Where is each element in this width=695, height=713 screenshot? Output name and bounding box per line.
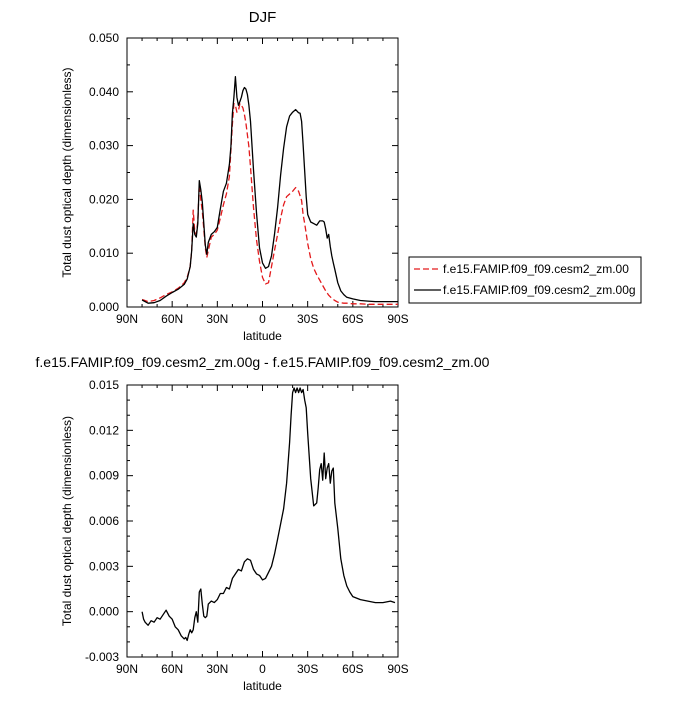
y-tick-label: 0.015 [89,378,119,392]
x-tick-label: 30N [206,312,228,326]
x-tick-label: 0 [259,662,266,676]
y-tick-label: 0.006 [89,514,119,528]
x-tick-label: 60S [342,662,363,676]
legend-box [408,256,642,304]
y-axis-label: Total dust optical depth (dimensionless) [60,67,74,277]
panel-top: DJF 90N 60N 30N 0 30S 60S 90S 0.000 0.010 0.020 0.0… [60,9,409,343]
y-tick-label: 0.020 [89,192,119,206]
x-tick-label: 30N [206,662,228,676]
plot-frame [126,37,399,308]
x-tick-label: 60S [342,312,363,326]
x-tick-label: 90S [387,312,408,326]
x-axis-label: latitude [243,679,282,693]
x-tick-label: 90S [387,662,408,676]
chart-title: f.e15.FAMIP.f09_f09.cesm2_zm.00g - f.e15… [36,354,490,370]
y-tick-label: 0.000 [89,605,119,619]
y-tick-label: 0.003 [89,559,119,573]
y-tick-label: 0.040 [89,85,119,99]
panel-bottom: f.e15.FAMIP.f09_f09.cesm2_zm.00g - f.e15… [36,354,490,693]
x-tick-label: 90N [116,312,138,326]
y-tick-label: 0.012 [89,423,119,437]
legend: f.e15.FAMIP.f09_f09.cesm2_zm.00 f.e15.FAM… [408,256,642,304]
y-tick-label: 0.010 [89,246,119,260]
y-tick-label: 0.000 [89,300,119,314]
x-tick-label: 30S [297,312,318,326]
legend-label: f.e15.FAMIP.f09_f09.cesm2_zm.00g [443,283,636,297]
plot-frame [126,384,399,658]
x-axis-label: latitude [243,329,282,343]
x-tick-label: 60N [161,312,183,326]
chart-title: DJF [249,9,277,26]
y-tick-label: -0.003 [85,650,119,664]
y-tick-label: 0.050 [89,31,119,45]
legend-label: f.e15.FAMIP.f09_f09.cesm2_zm.00 [443,262,629,276]
x-tick-label: 30S [297,662,318,676]
series-line-1 [141,102,398,305]
y-axis-label: Total dust optical depth (dimensionless) [60,416,74,626]
x-tick-label: 90N [116,662,138,676]
series-line-1 [141,387,396,642]
x-tick-label: 60N [161,662,183,676]
series-line-2 [141,76,398,304]
y-tick-label: 0.009 [89,469,119,483]
y-tick-label: 0.030 [89,139,119,153]
x-tick-label: 0 [259,312,266,326]
